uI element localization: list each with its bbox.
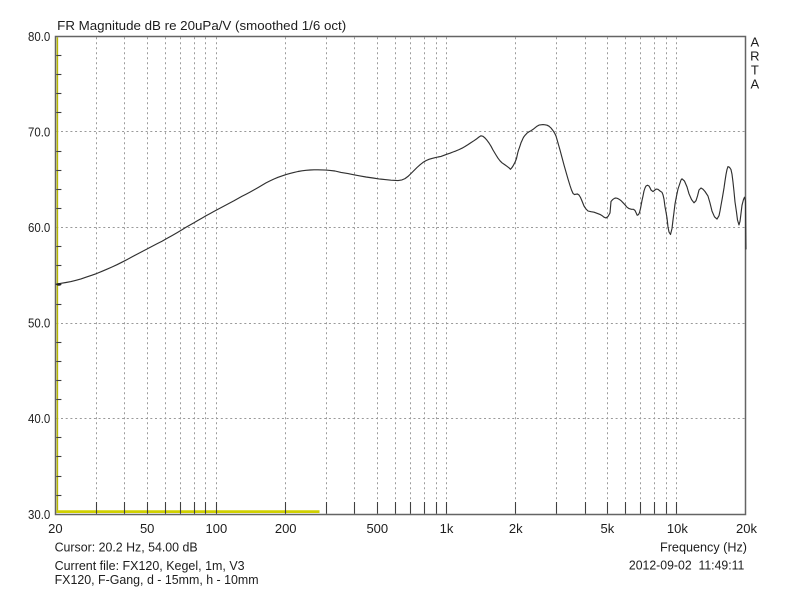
svg-text:FX120, F-Gang, d - 15mm, h - 1: FX120, F-Gang, d - 15mm, h - 10mm xyxy=(55,572,259,587)
svg-text:20k: 20k xyxy=(736,521,757,536)
svg-text:70.0: 70.0 xyxy=(28,124,50,139)
svg-text:A: A xyxy=(750,77,759,92)
svg-text:50: 50 xyxy=(140,521,154,536)
svg-text:10k: 10k xyxy=(667,521,688,536)
svg-text:500: 500 xyxy=(366,521,388,536)
svg-text:Frequency (Hz): Frequency (Hz) xyxy=(660,540,747,555)
svg-text:FR Magnitude dB re 20uPa/V (sm: FR Magnitude dB re 20uPa/V (smoothed 1/6… xyxy=(57,18,346,33)
svg-text:1k: 1k xyxy=(440,521,454,536)
svg-text:Current file: FX120, Kegel, 1m: Current file: FX120, Kegel, 1m, V3 xyxy=(55,558,245,573)
svg-text:Cursor: 20.2 Hz, 54.00 dB: Cursor: 20.2 Hz, 54.00 dB xyxy=(55,540,198,555)
svg-text:5k: 5k xyxy=(601,521,615,536)
svg-text:2012-09-02 11:49:11: 2012-09-02 11:49:11 xyxy=(629,558,745,573)
svg-text:A: A xyxy=(750,34,759,49)
svg-text:60.0: 60.0 xyxy=(28,220,50,235)
svg-text:30.0: 30.0 xyxy=(28,507,50,522)
svg-text:40.0: 40.0 xyxy=(28,411,50,426)
svg-text:2k: 2k xyxy=(509,521,523,536)
svg-text:50.0: 50.0 xyxy=(28,316,50,331)
svg-text:R: R xyxy=(750,49,759,64)
svg-text:20: 20 xyxy=(48,521,62,536)
svg-text:T: T xyxy=(751,63,759,78)
svg-text:200: 200 xyxy=(275,521,297,536)
svg-text:80.0: 80.0 xyxy=(28,29,50,44)
svg-text:100: 100 xyxy=(206,521,228,536)
